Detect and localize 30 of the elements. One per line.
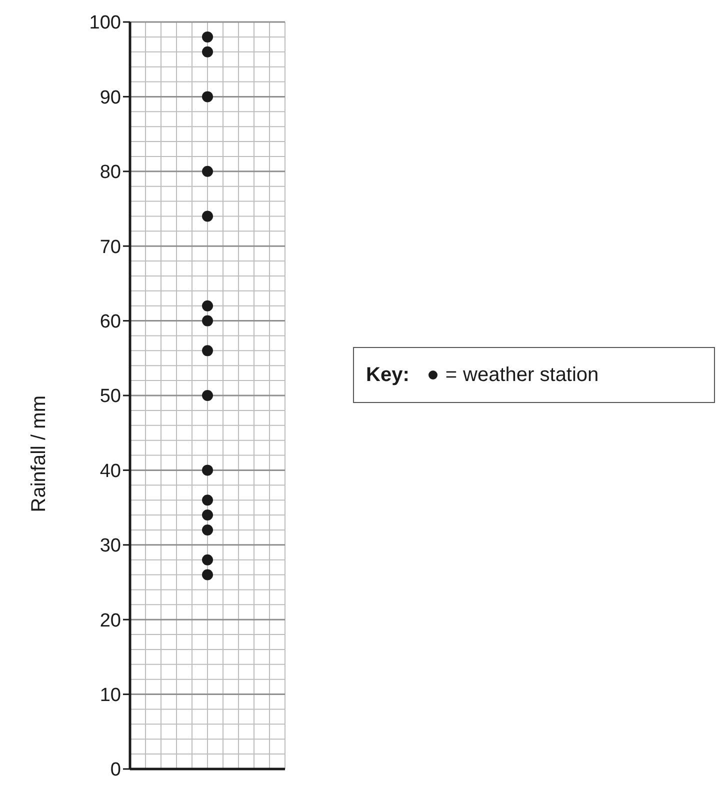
point <box>202 390 213 401</box>
text: = <box>445 364 458 386</box>
point <box>202 464 213 476</box>
y-tick-label: 100 <box>89 12 121 34</box>
point <box>202 46 213 58</box>
y-tick-label: 30 <box>100 536 121 557</box>
y-tick-label: 10 <box>100 685 121 706</box>
point <box>202 91 213 102</box>
y-tick-label: 90 <box>100 87 121 108</box>
point <box>202 315 213 326</box>
y-tick-label: 70 <box>100 236 121 258</box>
point <box>202 166 213 177</box>
point <box>202 31 213 42</box>
y-axis-title: Rainfall / mm <box>28 396 50 512</box>
point <box>202 510 213 521</box>
y-tick-label: 80 <box>100 162 121 184</box>
point <box>202 345 213 356</box>
point <box>202 494 213 506</box>
point <box>202 210 213 222</box>
point <box>202 554 213 566</box>
legend-title: Key: <box>366 364 410 386</box>
y-tick-label: 50 <box>100 386 121 408</box>
y-tick-label: 40 <box>100 460 121 482</box>
point <box>202 300 213 312</box>
legend-label: weather station <box>463 364 599 386</box>
y-tick-label: 20 <box>100 610 121 632</box>
y-tick-label: 0 <box>110 760 121 781</box>
y-tick-label: 60 <box>100 312 121 333</box>
point <box>202 524 213 536</box>
point <box>202 569 213 580</box>
